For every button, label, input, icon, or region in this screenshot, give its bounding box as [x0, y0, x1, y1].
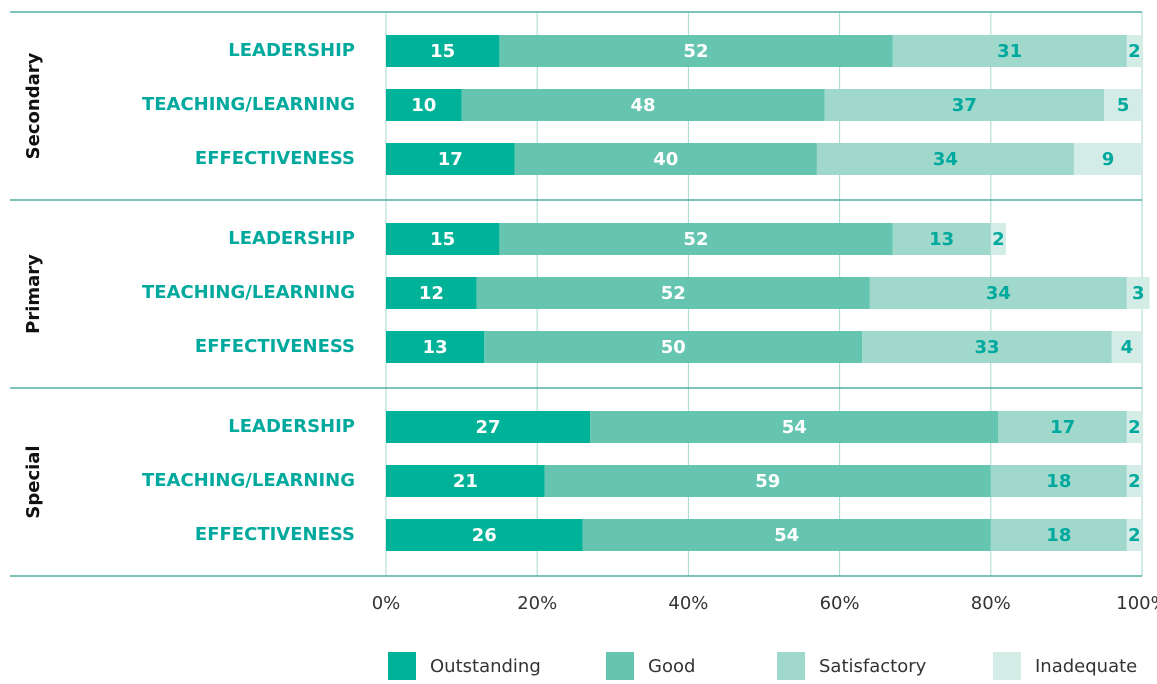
bar-segment: [499, 223, 893, 255]
value-label: 52: [683, 229, 708, 250]
bar-segment: [869, 277, 1127, 309]
value-label: 54: [774, 525, 799, 546]
bar-segment: [816, 143, 1074, 175]
value-label: 52: [683, 41, 708, 62]
value-label: 27: [476, 417, 501, 438]
row-label: EFFECTIVENESS: [195, 148, 355, 169]
value-label: 2: [992, 229, 1005, 250]
legend-swatch: [606, 652, 634, 680]
bar-segment: [892, 35, 1127, 67]
bar-segment: [998, 411, 1127, 443]
bar-segment: [590, 411, 999, 443]
legend-label: Satisfactory: [819, 656, 927, 677]
value-label: 40: [653, 149, 678, 170]
bar-segment: [484, 331, 863, 363]
x-tick-label: 60%: [820, 593, 860, 614]
row-label: TEACHING/LEARNING: [142, 282, 355, 303]
bar-segment: [824, 89, 1105, 121]
bar-segment: [386, 277, 477, 309]
bar-segment: [1126, 277, 1150, 309]
bar-segment: [582, 519, 991, 551]
legend-swatch: [777, 652, 805, 680]
bar-segment: [386, 519, 583, 551]
value-label: 2: [1128, 471, 1141, 492]
group-label: Primary: [23, 254, 44, 334]
legend-label: Good: [648, 656, 695, 677]
bar-segment: [1126, 519, 1142, 551]
bar-segment: [514, 143, 817, 175]
value-label: 15: [430, 229, 455, 250]
bar-segment: [386, 411, 591, 443]
value-label: 48: [631, 95, 656, 116]
bar-segment: [461, 89, 825, 121]
value-label: 59: [755, 471, 780, 492]
bar-segment: [386, 223, 500, 255]
value-label: 34: [933, 149, 958, 170]
value-label: 37: [952, 95, 977, 116]
legend-swatch: [993, 652, 1021, 680]
row-label: EFFECTIVENESS: [195, 336, 355, 357]
bar-segment: [892, 223, 991, 255]
value-label: 17: [438, 149, 463, 170]
bar-segment: [386, 35, 500, 67]
group-label: Secondary: [23, 52, 44, 159]
value-label: 50: [661, 337, 686, 358]
value-label: 9: [1102, 149, 1115, 170]
x-tick-label: 100%: [1116, 593, 1157, 614]
bar-segment: [386, 89, 462, 121]
legend-label: Inadequate: [1035, 656, 1137, 677]
bar-segment: [476, 277, 870, 309]
value-label: 2: [1128, 417, 1141, 438]
row-label: LEADERSHIP: [228, 416, 355, 437]
value-label: 54: [782, 417, 807, 438]
value-label: 10: [411, 95, 436, 116]
value-label: 18: [1046, 525, 1071, 546]
row-label: LEADERSHIP: [228, 228, 355, 249]
value-label: 52: [661, 283, 686, 304]
bar-segment: [862, 331, 1112, 363]
bar-segment: [544, 465, 991, 497]
row-label: EFFECTIVENESS: [195, 524, 355, 545]
x-tick-label: 0%: [372, 593, 401, 614]
value-label: 5: [1117, 95, 1130, 116]
value-label: 18: [1046, 471, 1071, 492]
bar-segment: [1126, 35, 1142, 67]
value-label: 2: [1128, 41, 1141, 62]
x-tick-label: 20%: [517, 593, 557, 614]
bar-segment: [1111, 331, 1142, 363]
value-label: 34: [986, 283, 1011, 304]
bar-segment: [386, 331, 485, 363]
bar-segment: [990, 223, 1006, 255]
x-tick-label: 80%: [971, 593, 1011, 614]
group-label: Special: [23, 445, 44, 518]
bar-segment: [1073, 143, 1142, 175]
legend-swatch: [388, 652, 416, 680]
value-label: 4: [1121, 337, 1134, 358]
value-label: 21: [453, 471, 478, 492]
x-tick-label: 40%: [668, 593, 708, 614]
value-label: 17: [1050, 417, 1075, 438]
value-label: 13: [423, 337, 448, 358]
value-label: 31: [997, 41, 1022, 62]
value-label: 3: [1132, 283, 1145, 304]
value-label: 13: [929, 229, 954, 250]
bar-segment: [386, 143, 515, 175]
value-label: 33: [974, 337, 999, 358]
bar-segment: [990, 465, 1127, 497]
bar-segment: [990, 519, 1127, 551]
bar-segment: [1126, 411, 1142, 443]
value-label: 2: [1128, 525, 1141, 546]
value-label: 15: [430, 41, 455, 62]
bar-segment: [499, 35, 893, 67]
legend-label: Outstanding: [430, 656, 541, 677]
bar-segment: [386, 465, 545, 497]
row-label: TEACHING/LEARNING: [142, 470, 355, 491]
bar-segment: [1126, 465, 1142, 497]
value-label: 26: [472, 525, 497, 546]
row-label: LEADERSHIP: [228, 40, 355, 61]
value-label: 12: [419, 283, 444, 304]
bar-segment: [1104, 89, 1142, 121]
row-label: TEACHING/LEARNING: [142, 94, 355, 115]
